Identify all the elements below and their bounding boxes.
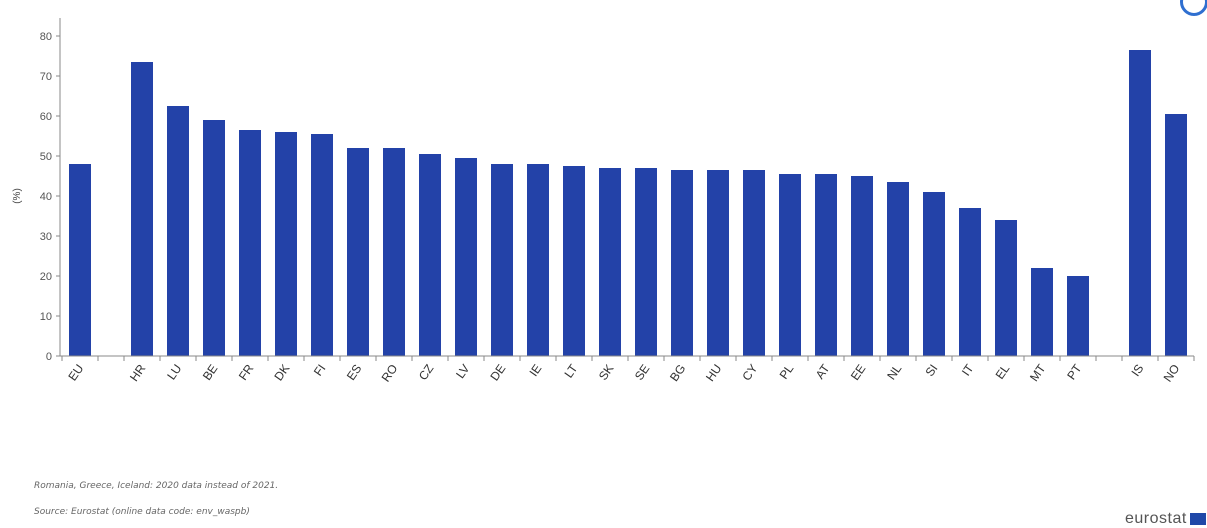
- eurostat-logo: eurostat: [1125, 510, 1206, 528]
- bar-hr: [131, 62, 153, 356]
- bar-lu: [167, 106, 189, 356]
- x-tick-label: IS: [1128, 362, 1146, 379]
- eu-flag-icon: [1189, 513, 1206, 525]
- y-tick-label: 70: [40, 71, 52, 83]
- bar-cz: [419, 154, 441, 356]
- bar-de: [491, 164, 513, 356]
- y-tick-label: 30: [40, 231, 52, 243]
- bar-fi: [311, 134, 333, 356]
- x-tick-label: PL: [777, 361, 797, 381]
- bar-sk: [599, 168, 621, 356]
- x-tick-label: LV: [453, 362, 472, 381]
- x-tick-label: SE: [632, 362, 653, 383]
- bar-se: [635, 168, 657, 356]
- x-tick-label: DE: [487, 362, 508, 384]
- bar-lt: [563, 166, 585, 356]
- x-tick-label: EL: [993, 361, 1013, 381]
- bar-chart: 0 10 20 30 40 50 60 70 80 EU HR LU BE FR DK FI ES RO CZ LV…: [12, 18, 1195, 385]
- x-tick-label: LT: [561, 361, 580, 380]
- bar-mt: [1031, 268, 1053, 356]
- x-tick-label: CY: [739, 362, 760, 384]
- y-tick-label: 80: [40, 31, 52, 43]
- x-tick-label: FR: [236, 361, 257, 382]
- bar-is: [1129, 50, 1151, 356]
- bar-pt: [1067, 276, 1089, 356]
- x-tick-label: ES: [344, 362, 365, 383]
- y-tick-label: 40: [40, 191, 52, 203]
- bar-fr: [239, 130, 261, 356]
- x-tick-label: CZ: [416, 362, 437, 383]
- bar-it: [959, 208, 981, 356]
- bar-ie: [527, 164, 549, 356]
- y-tick-label: 50: [40, 151, 52, 163]
- bar-no: [1165, 114, 1187, 356]
- x-tick-label: DK: [271, 362, 292, 384]
- bar-lv: [455, 158, 477, 356]
- bar-cy: [743, 170, 765, 356]
- bar-el: [995, 220, 1017, 356]
- info-icon[interactable]: [1180, 0, 1207, 16]
- x-tick-label: SI: [922, 362, 940, 379]
- x-tick-label: BE: [200, 362, 221, 383]
- y-tick-label: 10: [40, 311, 52, 323]
- bar-nl: [887, 182, 909, 356]
- x-tick-label: NO: [1161, 362, 1183, 385]
- bar-dk: [275, 132, 297, 356]
- x-tick-label: IT: [959, 361, 977, 378]
- x-tick-label: AT: [813, 361, 833, 381]
- x-axis: EU HR LU BE FR DK FI ES RO CZ LV DE IE LT SK SE BG HU CY PL…: [60, 355, 1195, 385]
- y-axis-label: (%): [12, 188, 23, 204]
- bar-hu: [707, 170, 729, 356]
- x-tick-label: NL: [884, 361, 904, 382]
- x-tick-label: LU: [164, 362, 184, 383]
- x-tick-label: PT: [1064, 361, 1085, 382]
- x-tick-label: EU: [65, 362, 86, 384]
- bar-at: [815, 174, 837, 356]
- x-tick-label: SK: [596, 362, 617, 383]
- x-tick-label: MT: [1027, 361, 1049, 384]
- y-tick-label: 60: [40, 111, 52, 123]
- x-tick-label: FI: [311, 362, 329, 379]
- bar-es: [347, 148, 369, 356]
- footnote: Romania, Greece, Iceland: 2020 data inst…: [34, 481, 279, 491]
- bar-eu: [69, 164, 91, 356]
- x-tick-label: HU: [703, 362, 724, 384]
- bars-group: [69, 50, 1187, 356]
- bar-pl: [779, 174, 801, 356]
- bar-bg: [671, 170, 693, 356]
- logo-text: eurostat: [1125, 510, 1187, 527]
- x-tick-label: RO: [379, 362, 401, 385]
- y-tick-label: 0: [46, 351, 52, 363]
- y-axis: 0 10 20 30 40 50 60 70 80: [40, 18, 61, 363]
- bar-si: [923, 192, 945, 356]
- bar-ee: [851, 176, 873, 356]
- x-tick-label: IE: [526, 362, 544, 379]
- x-tick-label: BG: [667, 362, 688, 384]
- y-tick-label: 20: [40, 271, 52, 283]
- x-tick-label: EE: [848, 362, 869, 383]
- x-tick-label: HR: [127, 361, 149, 384]
- source-note: Source: Eurostat (online data code: env_…: [34, 507, 250, 517]
- bar-be: [203, 120, 225, 356]
- bar-ro: [383, 148, 405, 356]
